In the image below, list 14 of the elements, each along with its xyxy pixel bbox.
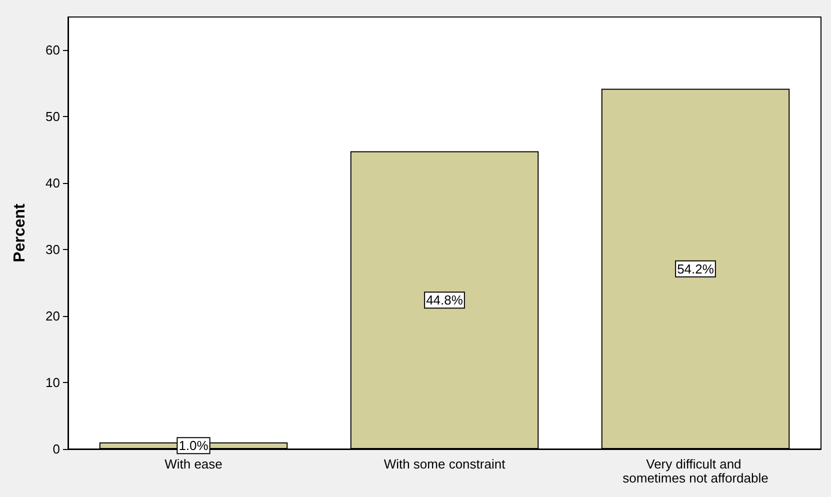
y-tick-label: 60 <box>46 42 60 58</box>
x-tick-label: With some constraint <box>384 456 506 472</box>
x-tick-label: Very difficult and sometimes not affordable <box>622 456 768 486</box>
y-tick-label: 40 <box>46 176 60 191</box>
x-tick-label: With ease <box>164 456 222 472</box>
y-tick-label: 20 <box>46 308 60 324</box>
data-label: 44.8% <box>426 292 464 308</box>
y-axis-title: Percent <box>12 202 28 262</box>
y-tick-label: 30 <box>46 242 60 258</box>
data-label: 54.2% <box>677 261 714 276</box>
y-tick-label: 50 <box>46 109 60 124</box>
y-tick-label: 10 <box>46 375 60 390</box>
data-label: 1.0% <box>178 438 209 454</box>
y-tick-label: 0 <box>52 442 60 456</box>
